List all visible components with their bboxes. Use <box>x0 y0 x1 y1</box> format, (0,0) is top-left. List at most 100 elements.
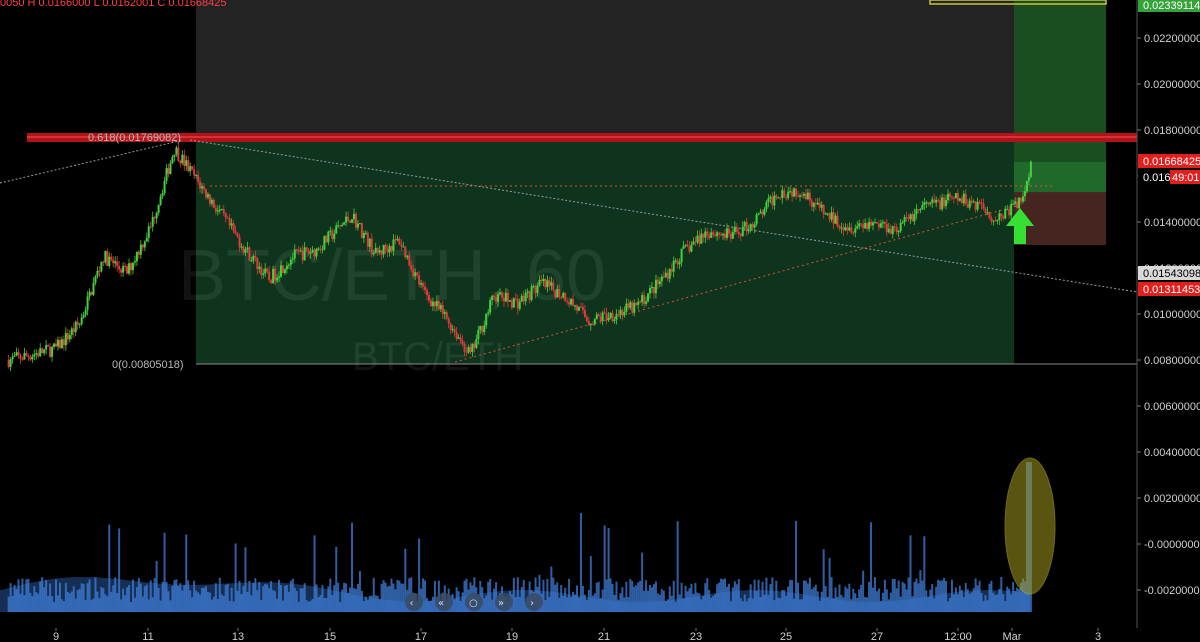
volume-bar <box>868 581 871 612</box>
volume-bar <box>388 585 391 612</box>
candle-body <box>599 316 602 322</box>
candle-body <box>935 199 938 203</box>
candle-body <box>672 260 675 272</box>
volume-bar <box>33 586 36 612</box>
candle-body <box>114 261 117 264</box>
volume-bar <box>919 570 922 612</box>
volume-bar <box>591 595 594 612</box>
candle-body <box>574 305 577 307</box>
candle-body <box>536 285 539 293</box>
volume-bar <box>712 595 715 612</box>
candle-body <box>873 222 876 224</box>
volume-bar <box>649 584 652 612</box>
chevron-right-icon[interactable]: › <box>525 593 543 611</box>
candle-body <box>66 332 69 340</box>
candle-body <box>60 339 63 349</box>
volume-bar <box>489 578 492 612</box>
volume-bar <box>722 579 725 612</box>
candle-body <box>238 236 241 248</box>
volume-bar <box>323 597 326 612</box>
volume-bar <box>319 595 322 612</box>
volume-bar <box>358 571 361 612</box>
candle-body <box>157 204 160 213</box>
volume-bar <box>866 597 869 612</box>
candle-body <box>220 209 223 211</box>
candle-body <box>100 261 103 272</box>
candle-body <box>356 223 359 228</box>
volume-bar <box>941 580 944 612</box>
volume-bar <box>556 582 559 612</box>
candle-body <box>901 222 904 224</box>
volume-bar <box>901 581 904 612</box>
candle-body <box>771 196 774 206</box>
volume-bar <box>572 591 575 612</box>
candle-body <box>41 348 44 354</box>
volume-bar <box>214 583 217 612</box>
candle-body <box>692 241 695 245</box>
candle-body <box>893 226 896 228</box>
volume-bar <box>676 521 679 612</box>
candle-body <box>814 202 817 205</box>
volume-bar <box>19 593 22 612</box>
volume-bar <box>394 589 397 612</box>
volume-bar <box>343 582 346 612</box>
candle-body <box>25 353 28 356</box>
volume-bar <box>923 536 926 612</box>
candle-body <box>615 314 618 320</box>
candle-body <box>293 249 296 259</box>
candle-body <box>270 279 273 284</box>
candle-body <box>475 339 478 348</box>
volume-bar <box>7 596 10 612</box>
time-scale[interactable] <box>0 628 1137 642</box>
candle-body <box>126 266 129 274</box>
reset-icon[interactable]: ○ <box>465 593 483 611</box>
volume-bar <box>739 598 742 612</box>
candle-body <box>321 249 324 251</box>
candle-body <box>374 247 377 254</box>
candle-body <box>345 216 348 223</box>
candle-body <box>400 244 403 247</box>
volume-bar <box>777 597 780 612</box>
candle-body <box>29 357 32 360</box>
rewind-icon[interactable]: « <box>435 593 453 611</box>
candle-body <box>724 233 727 238</box>
chevron-left-icon[interactable]: ‹ <box>405 593 423 611</box>
volume-bar <box>315 584 318 612</box>
forward-icon[interactable]: » <box>495 593 513 611</box>
candle-body <box>70 328 73 336</box>
volume-bar <box>933 598 936 612</box>
candle-body <box>370 238 373 255</box>
candle-body <box>714 234 717 236</box>
volume-bar <box>9 583 12 612</box>
candle-body <box>534 286 537 293</box>
volume-bar <box>806 583 809 612</box>
volume-bar <box>169 600 172 612</box>
volume-bar <box>840 595 843 612</box>
volume-bar <box>826 596 829 612</box>
candle-body <box>824 213 827 215</box>
candle-body <box>232 223 235 231</box>
candle-body <box>376 247 379 253</box>
volume-bar <box>230 587 233 612</box>
candle-body <box>577 306 580 311</box>
candle-body <box>283 269 286 273</box>
gray-price-text: 0.01543098 <box>1143 268 1200 280</box>
volume-bar <box>749 584 752 612</box>
candle-body <box>520 295 523 302</box>
price-scale[interactable] <box>1137 0 1200 628</box>
candle-body <box>378 250 381 253</box>
candle-body <box>266 268 269 272</box>
candle-body <box>751 224 754 228</box>
volume-bar <box>386 586 389 612</box>
volume-bar <box>39 581 42 612</box>
candle-body <box>656 279 659 285</box>
arrow-up-icon <box>1006 208 1034 244</box>
candle-body <box>633 302 636 313</box>
candle-body <box>972 201 975 203</box>
candle-body <box>106 251 109 266</box>
candle-body <box>86 296 89 311</box>
candle-body <box>248 247 251 261</box>
volume-bar <box>688 588 691 612</box>
candle-body <box>15 352 18 356</box>
